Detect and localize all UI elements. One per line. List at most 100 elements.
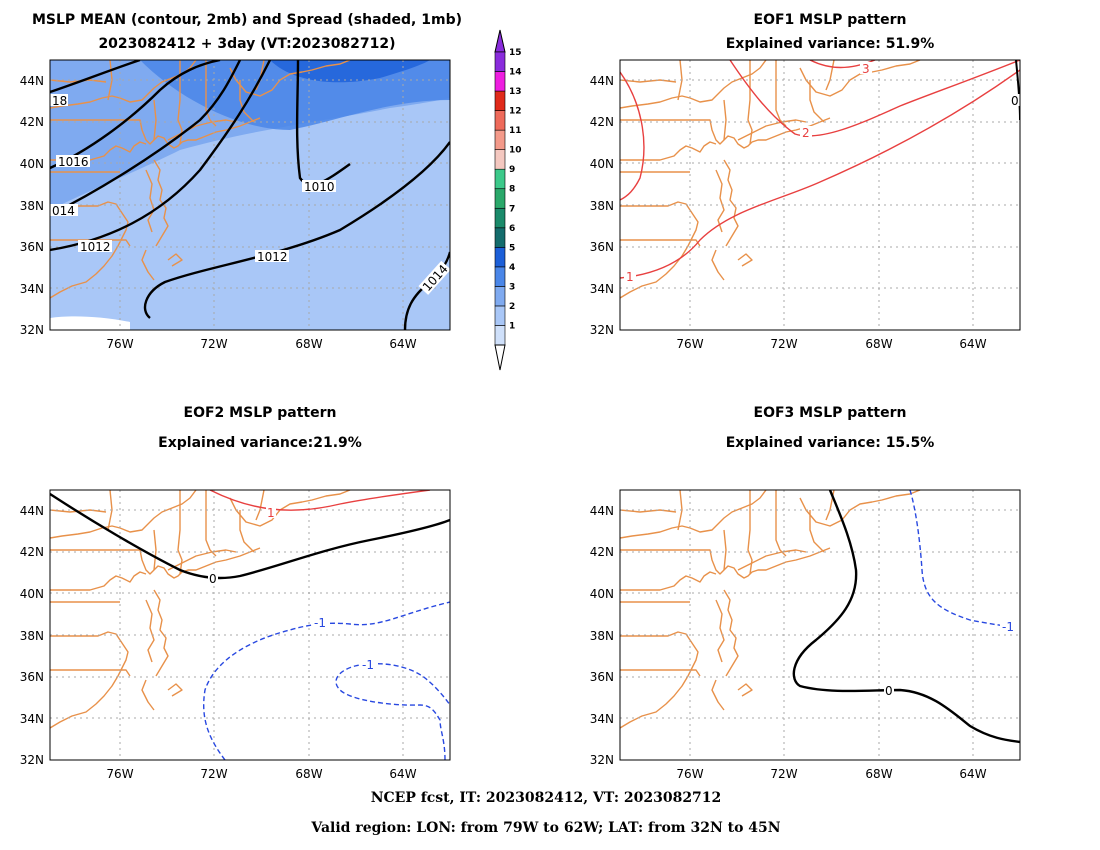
colorbar-box-7 [494,207,506,229]
lat-tick: 34N [590,712,614,726]
lat-tick: 34N [590,282,614,296]
lon-tick: 76W [676,337,703,351]
eof3-title-line2: Explained variance: 15.5% [726,435,935,451]
lat-tick: 42N [20,545,44,559]
eof3-lat-axis: 44N 42N 40N 38N 36N 34N 32N [590,504,614,767]
lon-tick: 72W [200,337,227,351]
colorbar-box-11 [494,129,506,150]
eof2-title-line1: EOF2 MSLP pattern [184,405,337,421]
eof2-label-1: 1 [267,506,275,520]
colorbar-box-6 [494,227,506,248]
colorbar-box-1 [494,325,506,346]
lon-tick: 76W [106,767,133,781]
colorbar-label-8: 8 [509,185,515,195]
lat-tick: 40N [590,587,614,601]
colorbar-bottom-arrow [494,344,506,371]
colorbar-label-7: 7 [509,204,515,214]
lat-tick: 36N [20,240,44,254]
colorbar-box-14 [494,71,506,92]
lat-tick: 34N [20,282,44,296]
footer-forecast-info: NCEP fcst, IT: 2023082412, VT: 202308271… [371,790,722,806]
mean-frame [49,59,451,331]
lat-tick: 42N [20,115,44,129]
lon-tick: 72W [770,337,797,351]
lat-tick: 44N [20,74,44,88]
eof2-lat-axis: 44N 42N 40N 38N 36N 34N 32N [20,504,44,767]
colorbar-top-arrow [494,29,506,53]
lat-tick: 44N [20,504,44,518]
lon-tick: 68W [295,337,322,351]
panel-eof1: EOF1 MSLP pattern Explained variance: 51… [590,12,1021,351]
colorbar-box-8 [494,188,506,209]
colorbar-label-14: 14 [509,68,522,78]
lat-tick: 40N [20,157,44,171]
eof3-label-neg1: -1 [1002,620,1014,634]
lat-tick: 44N [590,504,614,518]
mean-label-1010: 1010 [304,180,335,194]
mean-lat-axis: 44N 42N 40N 38N 36N 34N 32N [20,74,44,337]
mean-title-line1: MSLP MEAN (contour, 2mb) and Spread (sha… [32,12,462,28]
colorbar-box-5 [494,247,506,268]
lat-tick: 42N [590,545,614,559]
mean-lon-axis: 76W 72W 68W 64W [106,337,416,351]
eof2-label-0: 0 [209,572,217,586]
colorbar-box-15 [494,51,506,72]
lon-tick: 68W [865,337,892,351]
colorbar-box-2 [494,305,506,326]
eof1-label-3: 3 [862,62,870,76]
eof3-frame [619,489,1021,761]
eof2-lon-axis: 76W 72W 68W 64W [106,767,416,781]
eof1-map: 3 2 1 0 [619,59,1021,331]
colorbar-label-5: 5 [509,243,515,253]
lat-tick: 32N [20,323,44,337]
mean-label-1016: 1016 [58,155,89,169]
lat-tick: 32N [590,753,614,767]
colorbar-label-10: 10 [509,146,522,156]
colorbar-label-4: 4 [509,263,515,273]
mean-title-line2: 2023082412 + 3day (VT:2023082712) [98,36,395,52]
eof2-map: 1 0 -1 -1 [49,489,451,761]
lon-tick: 64W [389,337,416,351]
lat-tick: 32N [20,753,44,767]
spread-shade-5 [270,60,430,83]
eof3-lon-axis: 76W 72W 68W 64W [676,767,986,781]
lon-tick: 68W [865,767,892,781]
eof1-lon-axis: 76W 72W 68W 64W [676,337,986,351]
panel-mean: MSLP MEAN (contour, 2mb) and Spread (sha… [20,12,522,371]
lon-tick: 68W [295,767,322,781]
colorbar-label-3: 3 [509,282,515,292]
colorbar-label-1: 1 [509,321,515,331]
colorbar-label-6: 6 [509,224,515,234]
lon-tick: 72W [770,767,797,781]
lat-tick: 44N [590,74,614,88]
eof2-label-neg1a: -1 [314,616,326,630]
eof3-label-0: 0 [885,684,893,698]
mean-label-1012a: 1012 [80,240,111,254]
eof2-label-neg1b: -1 [362,658,374,672]
lat-tick: 38N [20,629,44,643]
lon-tick: 76W [106,337,133,351]
lat-tick: 34N [20,712,44,726]
colorbar-box-12 [494,110,506,131]
lat-tick: 40N [590,157,614,171]
eof2-frame [49,489,451,761]
lat-tick: 38N [590,199,614,213]
lat-tick: 32N [590,323,614,337]
eof1-label-2: 2 [802,126,810,140]
panel-eof3: EOF3 MSLP pattern Explained variance: 15… [590,405,1021,781]
colorbar-box-4 [494,266,506,287]
eof2-title-line2: Explained variance:21.9% [158,435,362,451]
colorbar-label-2: 2 [509,302,515,312]
lat-tick: 36N [20,670,44,684]
lat-tick: 40N [20,587,44,601]
panel-eof2: EOF2 MSLP pattern Explained variance:21.… [20,405,451,781]
lat-tick: 36N [590,240,614,254]
mean-label-18: 18 [52,94,67,108]
colorbar-box-9 [494,168,506,190]
lat-tick: 38N [590,629,614,643]
colorbar-label-11: 11 [509,126,522,136]
eof3-title-line1: EOF3 MSLP pattern [754,405,907,421]
mean-label-1012b: 1012 [257,250,288,264]
lat-tick: 42N [590,115,614,129]
